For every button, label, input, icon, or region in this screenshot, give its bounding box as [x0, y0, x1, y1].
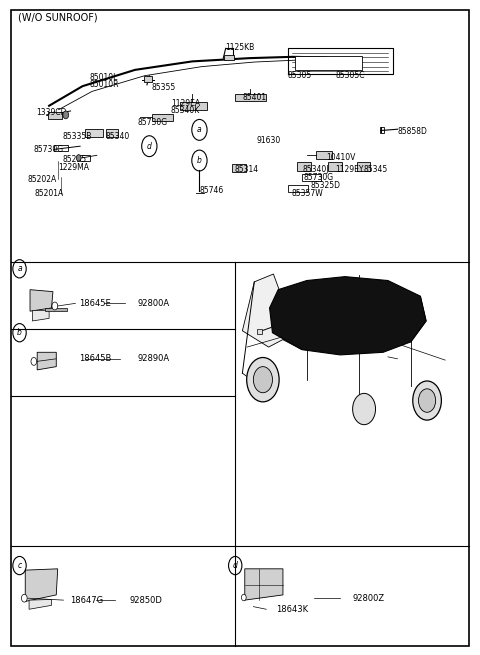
Polygon shape	[172, 117, 206, 137]
Bar	[232, 164, 246, 172]
Text: 85340J: 85340J	[302, 165, 328, 174]
Text: 92850D: 92850D	[129, 595, 162, 605]
Polygon shape	[270, 276, 426, 355]
Bar	[224, 55, 234, 60]
Circle shape	[419, 389, 436, 412]
Polygon shape	[37, 352, 56, 370]
Bar	[45, 308, 67, 311]
Bar	[257, 329, 263, 334]
Text: c: c	[17, 561, 22, 570]
Polygon shape	[30, 290, 53, 311]
Text: b: b	[197, 156, 202, 165]
Text: 85401: 85401	[242, 93, 266, 102]
Text: 85746: 85746	[199, 186, 224, 195]
Text: 18645E: 18645E	[79, 299, 110, 308]
Bar	[107, 129, 118, 137]
Circle shape	[253, 367, 273, 393]
Bar	[144, 76, 152, 83]
Text: 18647G: 18647G	[71, 595, 104, 605]
Text: 85314: 85314	[234, 165, 258, 174]
Text: 85355: 85355	[152, 83, 176, 92]
Text: 18645B: 18645B	[79, 354, 111, 364]
Text: 1229MA: 1229MA	[59, 162, 90, 172]
Text: 85201A: 85201A	[35, 189, 64, 198]
Text: 85858D: 85858D	[397, 127, 427, 136]
Bar	[328, 162, 342, 171]
Polygon shape	[33, 310, 49, 321]
Text: b: b	[17, 328, 22, 337]
Text: 18643K: 18643K	[276, 605, 308, 614]
Text: 85325D: 85325D	[310, 181, 340, 190]
Bar	[48, 112, 62, 119]
Bar	[80, 155, 90, 160]
Polygon shape	[245, 569, 283, 600]
Text: 1129EA: 1129EA	[171, 100, 200, 108]
Polygon shape	[25, 569, 58, 601]
Text: 85202A: 85202A	[28, 175, 57, 184]
Bar	[295, 56, 362, 70]
Bar	[152, 114, 173, 121]
Text: 85010L: 85010L	[90, 73, 118, 82]
Text: a: a	[197, 125, 202, 134]
Text: 85235: 85235	[62, 155, 86, 164]
Bar	[288, 185, 308, 192]
Polygon shape	[242, 269, 457, 407]
Text: 85010R: 85010R	[90, 81, 119, 89]
Bar	[85, 129, 103, 137]
Text: 85357W: 85357W	[291, 189, 323, 198]
Text: 85340K: 85340K	[171, 107, 200, 115]
Polygon shape	[49, 85, 393, 170]
Text: 10410V: 10410V	[326, 153, 355, 162]
Circle shape	[63, 111, 69, 119]
Text: 85730G: 85730G	[303, 173, 334, 182]
Bar	[297, 162, 311, 171]
Circle shape	[52, 302, 58, 310]
Text: 85730G: 85730G	[34, 145, 64, 154]
Text: 85340: 85340	[106, 132, 130, 141]
Bar	[316, 151, 332, 159]
Polygon shape	[34, 178, 88, 194]
Polygon shape	[29, 599, 51, 609]
Text: 92890A: 92890A	[137, 354, 169, 364]
Circle shape	[247, 358, 279, 402]
Text: 85305: 85305	[288, 71, 312, 81]
Text: 1129EY: 1129EY	[336, 165, 364, 174]
Text: 85305C: 85305C	[336, 71, 365, 81]
Bar	[235, 94, 266, 100]
Polygon shape	[270, 290, 302, 350]
Text: 92800Z: 92800Z	[352, 593, 384, 603]
Polygon shape	[124, 126, 159, 145]
Circle shape	[31, 358, 36, 365]
Text: 1339CD: 1339CD	[36, 108, 66, 117]
Polygon shape	[406, 296, 426, 342]
Text: 92800A: 92800A	[137, 299, 169, 308]
Circle shape	[413, 381, 442, 420]
Circle shape	[22, 594, 27, 602]
Text: 85335B: 85335B	[62, 132, 92, 141]
Text: a: a	[17, 265, 22, 273]
Text: 1125KB: 1125KB	[226, 43, 255, 52]
Polygon shape	[242, 274, 307, 347]
Circle shape	[76, 155, 81, 161]
Polygon shape	[164, 148, 206, 168]
Bar	[302, 174, 321, 181]
Bar	[357, 162, 370, 171]
Circle shape	[353, 394, 375, 424]
Bar	[180, 102, 206, 110]
Text: (W/O SUNROOF): (W/O SUNROOF)	[18, 12, 98, 23]
Bar	[54, 145, 68, 151]
Bar	[380, 126, 384, 133]
Text: d: d	[233, 561, 238, 570]
Text: 91630: 91630	[257, 136, 281, 145]
Text: 85345: 85345	[363, 165, 387, 174]
Text: 85730G: 85730G	[137, 117, 168, 126]
Text: d: d	[147, 141, 152, 151]
Polygon shape	[30, 160, 86, 179]
Circle shape	[241, 594, 246, 601]
